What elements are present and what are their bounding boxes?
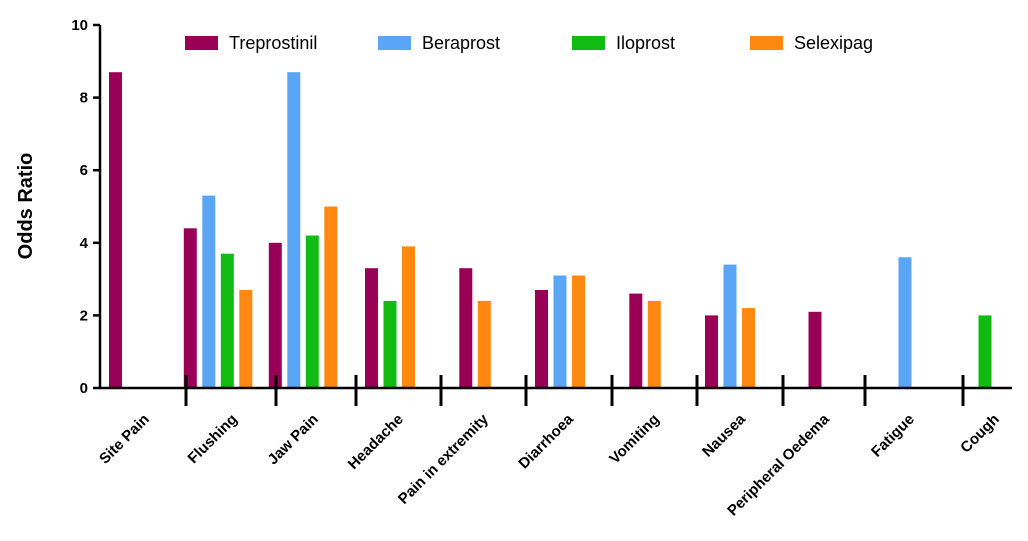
legend-swatch-iloprost <box>572 36 605 50</box>
y-tick-label: 8 <box>80 90 88 107</box>
legend-label-treprostinil: Treprostinil <box>229 33 317 53</box>
legend-swatch-selexipag <box>750 36 783 50</box>
x-tick-label: Vomiting <box>606 411 663 468</box>
bar-iloprost-flushing <box>220 253 234 388</box>
x-tick-label: Headache <box>345 411 407 473</box>
bar-selexipag-flushing <box>239 290 253 388</box>
bar-treprostinil-headache <box>365 268 378 388</box>
x-tick-label: Pain in extremity <box>395 410 492 507</box>
x-tick-label: Site Pain <box>96 411 153 468</box>
bar-treprostinil-nausea <box>705 315 718 388</box>
x-tick-label: Diarrhoea <box>515 410 577 472</box>
bar-iloprost-headache <box>383 300 397 388</box>
x-tick-label: Fatigue <box>868 411 918 461</box>
bar-treprostinil-jaw-pain <box>268 242 282 388</box>
legend-swatch-beraprost <box>378 36 411 50</box>
bar-treprostinil-diarrhoea <box>535 290 548 388</box>
bar-treprostinil-flushing <box>183 228 197 388</box>
y-tick-label: 0 <box>80 380 88 397</box>
x-tick-label: Nausea <box>699 410 749 460</box>
y-tick-label: 6 <box>80 162 88 179</box>
y-axis-label: Odds Ratio <box>15 153 37 260</box>
bar-treprostinil-pain-in-extremity <box>459 268 473 388</box>
bar-treprostinil-vomiting <box>629 293 643 388</box>
bar-selexipag-vomiting <box>647 300 661 388</box>
bar-treprostinil-peripheral-oedema <box>808 311 822 388</box>
bar-iloprost-jaw-pain <box>305 235 319 388</box>
bar-beraprost-fatigue <box>898 257 912 388</box>
legend-label-iloprost: Iloprost <box>616 33 675 53</box>
bar-beraprost-diarrhoea <box>553 275 567 388</box>
y-tick-label: 10 <box>71 17 88 34</box>
y-tick-label: 2 <box>80 307 88 324</box>
bar-selexipag-nausea <box>742 308 755 388</box>
bar-beraprost-nausea <box>723 264 737 388</box>
y-tick-label: 4 <box>80 235 89 252</box>
bar-iloprost-cough <box>978 315 992 388</box>
bars-layer <box>109 72 992 388</box>
bar-treprostinil-site-pain <box>109 72 122 388</box>
bar-selexipag-pain-in-extremity <box>477 300 491 388</box>
x-tick-label: Flushing <box>185 411 241 467</box>
legend-swatch-treprostinil <box>185 36 218 50</box>
legend-label-selexipag: Selexipag <box>794 33 873 53</box>
x-tick-label: Cough <box>957 411 1003 457</box>
bar-beraprost-jaw-pain <box>287 72 301 388</box>
legend-label-beraprost: Beraprost <box>422 33 500 53</box>
bar-selexipag-diarrhoea <box>572 275 585 388</box>
legend: Treprostinil Beraprost Iloprost Selexipag <box>185 33 873 53</box>
x-tick-label: Jaw Pain <box>264 411 321 468</box>
bar-selexipag-jaw-pain <box>324 206 338 388</box>
bar-selexipag-headache <box>402 246 415 388</box>
bar-beraprost-flushing <box>202 195 216 388</box>
